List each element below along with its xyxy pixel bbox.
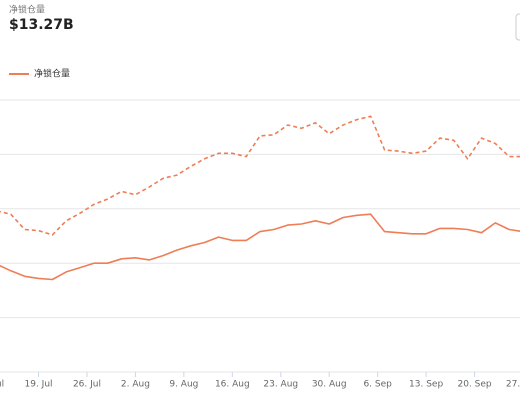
x-tick-label: 9. Aug [169,380,198,390]
x-tick-label: 13. Sep [409,380,443,390]
x-tick-label: 23. Aug [263,380,298,390]
x-tick-label: 19. Jul [25,380,53,390]
menu-button[interactable] [515,13,520,41]
x-tick-label: 26. Jul [73,380,101,390]
x-tick-label: 2. Aug [121,380,150,390]
x-tick-label: 27. Sep [506,380,520,390]
x-tick-label: 20. Sep [457,380,491,390]
x-tick-label: 30. Aug [312,380,347,390]
x-tick-label: 16. Aug [215,380,250,390]
x-tick-label: 6. Sep [363,380,392,390]
header-value: $13.27B [9,17,74,33]
series-line [0,115,520,236]
plot-area: 12. Jul 19. Jul 26. Jul 2. Aug 9. Aug 16. Aug… [0,99,520,390]
legend-label: 净锁仓量 [34,68,70,80]
header-label: 净锁仓量 [9,4,45,16]
legend: 净锁仓量 [9,68,70,80]
x-tick-label: 12. Jul [0,380,4,390]
series-line [0,213,520,281]
